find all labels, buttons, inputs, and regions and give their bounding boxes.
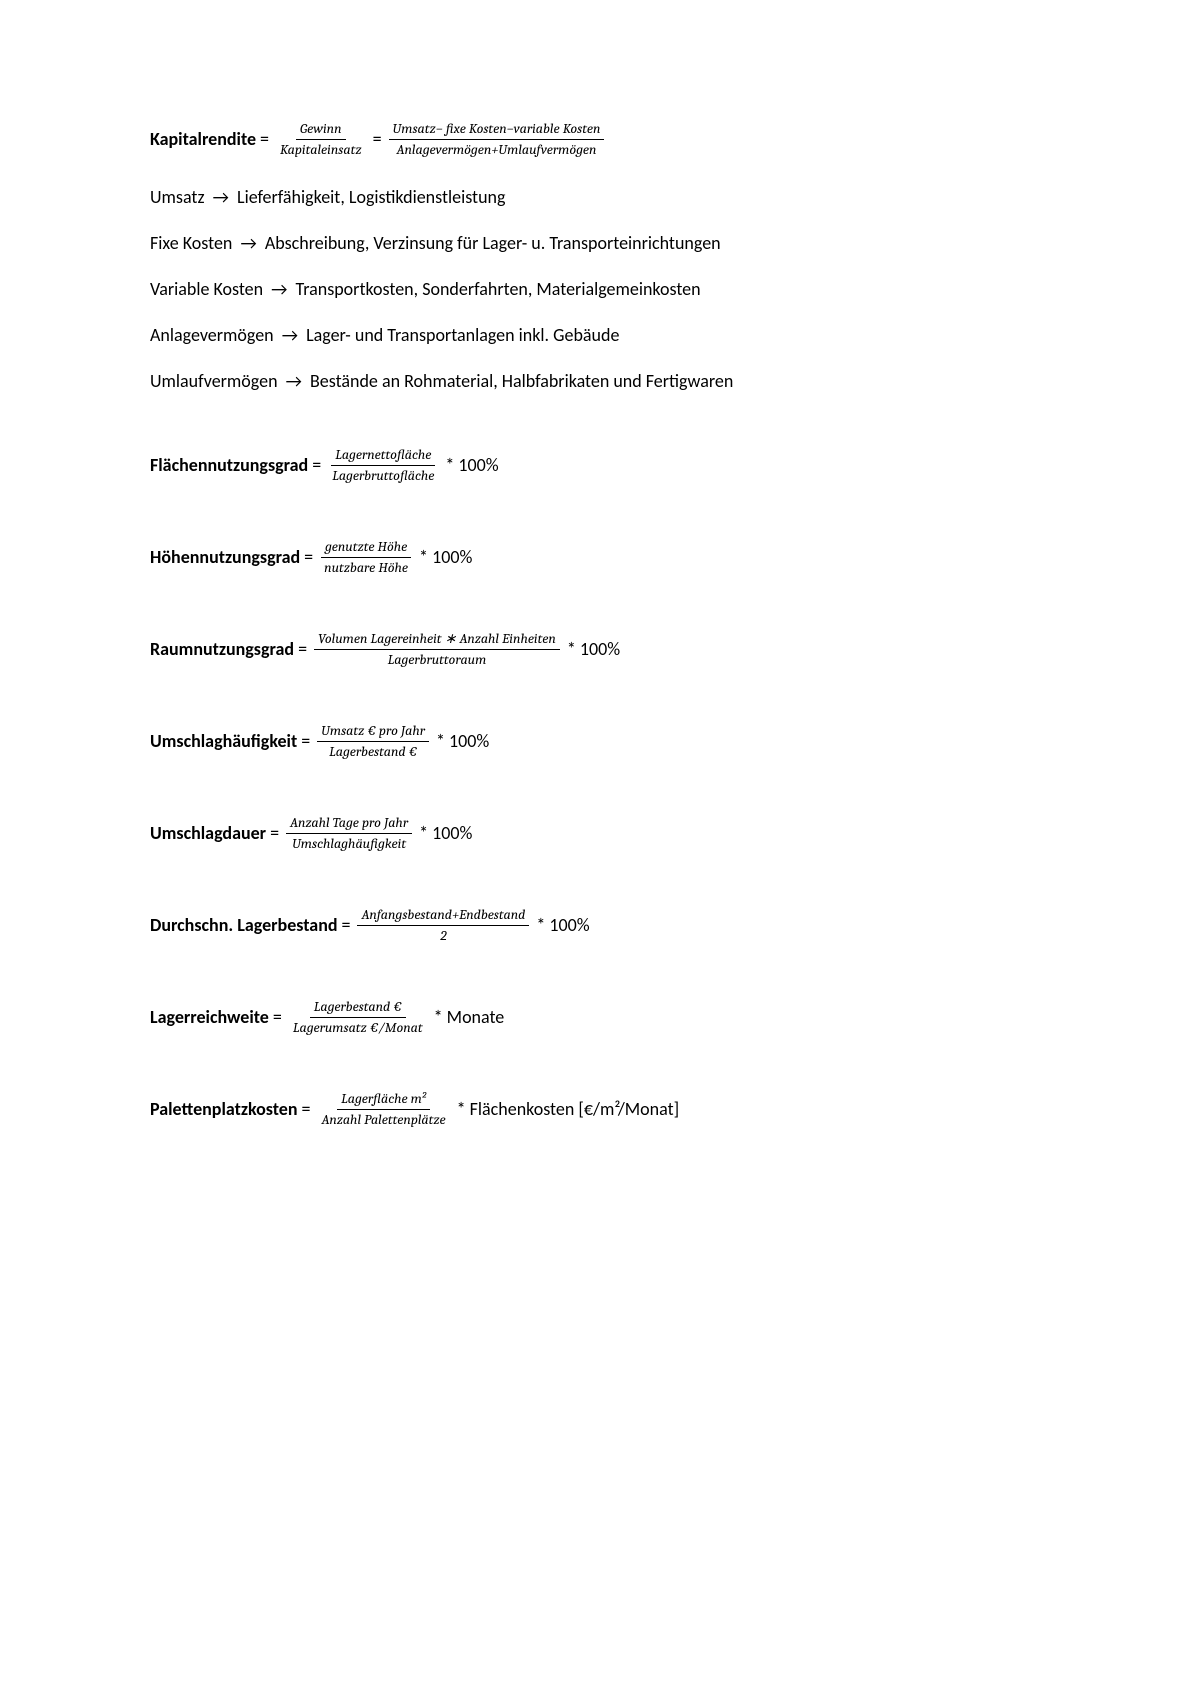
fraction: Anfangsbestand+Endbestand 2 [357, 906, 529, 944]
fraction: Volumen Lagereinheit ∗ Anzahl Einheiten … [314, 630, 560, 668]
def-term: Umsatz [150, 186, 205, 208]
def-desc: Abschreibung, Verzinsung für Lager- u. T… [265, 232, 721, 254]
fraction: Lagerbestand € Lagerumsatz €/Monat [289, 998, 427, 1036]
frac-den: Umschlaghäufigkeit [288, 834, 410, 853]
equals: = [273, 1006, 282, 1028]
equals: = [298, 638, 307, 660]
arrow-icon: → [240, 232, 256, 254]
frac-den: Anlagevermögen+Umlaufvermögen [393, 140, 601, 159]
formula-lagerreichweite: Lagerreichweite = Lagerbestand € Lagerum… [150, 998, 1050, 1036]
frac-den: Kapitaleinsatz [276, 140, 366, 159]
fraction-gewinn: Gewinn Kapitaleinsatz [276, 120, 366, 158]
suffix: * 100% [419, 546, 472, 568]
def-desc: Lager- und Transportanlagen inkl. Gebäud… [306, 324, 619, 346]
suffix: * 100% [419, 822, 472, 844]
def-fixe-kosten: Fixe Kosten → Abschreibung, Verzinsung f… [150, 232, 1050, 254]
def-variable-kosten: Variable Kosten → Transportkosten, Sonde… [150, 278, 1050, 300]
formula-palettenplatzkosten: Palettenplatzkosten = Lagerfläche m² Anz… [150, 1090, 1050, 1128]
fraction: Lagerfläche m² Anzahl Palettenplätze [317, 1090, 449, 1128]
suffix: * 100% [436, 730, 489, 752]
frac-num: Lagerfläche m² [337, 1090, 430, 1110]
equals: = [260, 128, 269, 150]
equals: = [373, 128, 382, 150]
frac-den: Lagerbruttofläche [328, 466, 438, 485]
suffix: * 100% [536, 914, 589, 936]
frac-num: Volumen Lagereinheit ∗ Anzahl Einheiten [314, 630, 560, 650]
label: Durchschn. Lagerbestand [150, 914, 338, 936]
equals: = [312, 454, 321, 476]
frac-den: Lagerbruttoraum [384, 650, 491, 669]
label: Palettenplatzkosten [150, 1098, 298, 1120]
arrow-icon: → [286, 370, 302, 392]
arrow-icon: → [282, 324, 298, 346]
formula-flaechennutzungsgrad: Flächennutzungsgrad = Lagernettofläche L… [150, 446, 1050, 484]
formula-umschlagdauer: Umschlagdauer = Anzahl Tage pro Jahr Ums… [150, 814, 1050, 852]
frac-den: Lagerumsatz €/Monat [289, 1018, 427, 1037]
equals: = [301, 730, 310, 752]
def-umlaufvermoegen: Umlaufvermögen → Bestände an Rohmaterial… [150, 370, 1050, 392]
fraction: genutzte Höhe nutzbare Höhe [320, 538, 412, 576]
fraction: Lagernettofläche Lagerbruttofläche [328, 446, 438, 484]
frac-num: Lagernettofläche [331, 446, 435, 466]
frac-num: Gewinn [296, 120, 346, 140]
frac-den: Lagerbestand € [325, 742, 421, 761]
label-kapitalrendite: Kapitalrendite [150, 128, 256, 150]
frac-num: Anfangsbestand+Endbestand [357, 906, 529, 926]
def-term: Variable Kosten [150, 278, 263, 300]
suffix: * Flächenkosten [€/m²/Monat] [457, 1098, 680, 1120]
equals: = [304, 546, 313, 568]
def-desc: Transportkosten, Sonderfahrten, Material… [296, 278, 701, 300]
formula-durchschn-lagerbestand: Durchschn. Lagerbestand = Anfangsbestand… [150, 906, 1050, 944]
def-umsatz: Umsatz → Lieferfähigkeit, Logistikdienst… [150, 186, 1050, 208]
frac-num: Lagerbestand € [310, 998, 406, 1018]
equals: = [302, 1098, 311, 1120]
def-term: Anlagevermögen [150, 324, 274, 346]
arrow-icon: → [271, 278, 287, 300]
arrow-icon: → [213, 186, 229, 208]
def-term: Umlaufvermögen [150, 370, 278, 392]
frac-num: Umsatz− fixe Kosten−variable Kosten [389, 120, 605, 140]
def-anlagevermoegen: Anlagevermögen → Lager- und Transportanl… [150, 324, 1050, 346]
label: Lagerreichweite [150, 1006, 269, 1028]
frac-num: Anzahl Tage pro Jahr [286, 814, 412, 834]
formula-umschlaghaeufigkeit: Umschlaghäufigkeit = Umsatz € pro Jahr L… [150, 722, 1050, 760]
frac-den: Anzahl Palettenplätze [317, 1110, 449, 1129]
def-desc: Bestände an Rohmaterial, Halbfabrikaten … [310, 370, 733, 392]
fraction: Umsatz € pro Jahr Lagerbestand € [317, 722, 429, 760]
equals: = [342, 914, 351, 936]
formula-hoehennutzungsgrad: Höhennutzungsgrad = genutzte Höhe nutzba… [150, 538, 1050, 576]
frac-num: genutzte Höhe [321, 538, 411, 558]
def-term: Fixe Kosten [150, 232, 232, 254]
frac-num: Umsatz € pro Jahr [317, 722, 429, 742]
formula-kapitalrendite: Kapitalrendite = Gewinn Kapitaleinsatz =… [150, 120, 1050, 158]
label: Umschlaghäufigkeit [150, 730, 297, 752]
label: Umschlagdauer [150, 822, 266, 844]
formula-raumnutzungsgrad: Raumnutzungsgrad = Volumen Lagereinheit … [150, 630, 1050, 668]
label: Flächennutzungsgrad [150, 454, 308, 476]
label: Höhennutzungsgrad [150, 546, 300, 568]
suffix: * 100% [445, 454, 498, 476]
frac-den: nutzbare Höhe [320, 558, 412, 577]
definitions-list: Umsatz → Lieferfähigkeit, Logistikdienst… [150, 186, 1050, 392]
suffix: * Monate [434, 1006, 505, 1028]
def-desc: Lieferfähigkeit, Logistikdienstleistung [237, 186, 505, 208]
label: Raumnutzungsgrad [150, 638, 294, 660]
suffix: * 100% [567, 638, 620, 660]
frac-den: 2 [436, 926, 450, 945]
equals: = [270, 822, 279, 844]
fraction-umsatz: Umsatz− fixe Kosten−variable Kosten Anla… [389, 120, 605, 158]
fraction: Anzahl Tage pro Jahr Umschlaghäufigkeit [286, 814, 412, 852]
